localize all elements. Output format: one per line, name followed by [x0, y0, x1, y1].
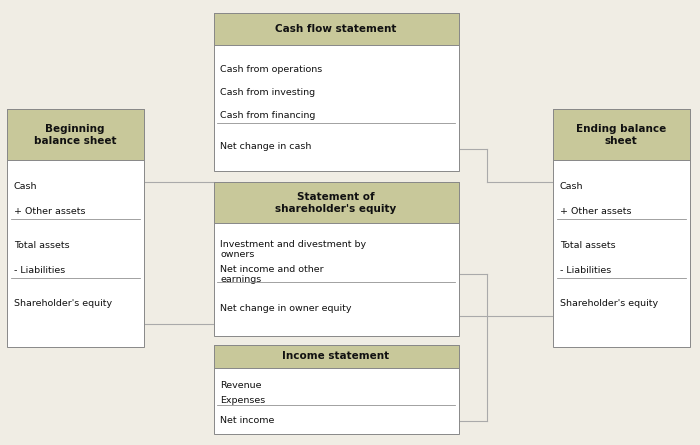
Text: Statement of
shareholder's equity: Statement of shareholder's equity — [275, 192, 397, 214]
Text: + Other assets: + Other assets — [560, 207, 631, 216]
Text: Cash from financing: Cash from financing — [220, 111, 316, 120]
Text: Net income and other
earnings: Net income and other earnings — [220, 265, 324, 284]
Text: Total assets: Total assets — [14, 241, 69, 250]
FancyBboxPatch shape — [7, 109, 143, 347]
Text: - Liabilities: - Liabilities — [560, 266, 611, 275]
Text: Cash: Cash — [560, 182, 584, 191]
Text: Beginning
balance sheet: Beginning balance sheet — [34, 124, 116, 146]
Text: Revenue: Revenue — [220, 381, 262, 390]
FancyBboxPatch shape — [214, 13, 458, 45]
Text: Expenses: Expenses — [220, 396, 266, 405]
Text: Ending balance
sheet: Ending balance sheet — [576, 124, 666, 146]
FancyBboxPatch shape — [553, 109, 690, 347]
Text: Income statement: Income statement — [282, 351, 390, 361]
Text: Cash from investing: Cash from investing — [220, 88, 316, 97]
Text: + Other assets: + Other assets — [14, 207, 85, 216]
Text: Net change in owner equity: Net change in owner equity — [220, 304, 352, 313]
Text: - Liabilities: - Liabilities — [14, 266, 65, 275]
Text: Investment and divestment by
owners: Investment and divestment by owners — [220, 240, 367, 259]
Text: Net change in cash: Net change in cash — [220, 142, 312, 151]
Text: Shareholder's equity: Shareholder's equity — [14, 299, 112, 308]
FancyBboxPatch shape — [214, 182, 458, 336]
Text: Cash: Cash — [14, 182, 38, 191]
FancyBboxPatch shape — [214, 182, 458, 223]
FancyBboxPatch shape — [7, 109, 143, 160]
Text: Total assets: Total assets — [560, 241, 615, 250]
Text: Cash flow statement: Cash flow statement — [275, 24, 397, 34]
Text: Net income: Net income — [220, 416, 275, 425]
FancyBboxPatch shape — [214, 345, 458, 434]
FancyBboxPatch shape — [214, 13, 458, 171]
FancyBboxPatch shape — [553, 109, 690, 160]
FancyBboxPatch shape — [214, 345, 458, 368]
Text: Cash from operations: Cash from operations — [220, 65, 323, 74]
Text: Shareholder's equity: Shareholder's equity — [560, 299, 658, 308]
